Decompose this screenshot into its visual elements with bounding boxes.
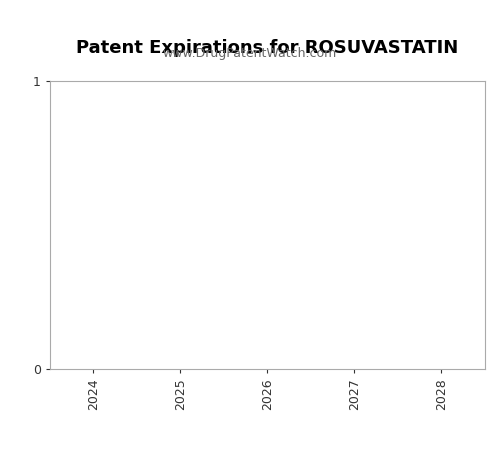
Text: www.DrugPatentWatch.com: www.DrugPatentWatch.com [163, 47, 337, 60]
Title: Patent Expirations for ROSUVASTATIN: Patent Expirations for ROSUVASTATIN [76, 39, 458, 57]
